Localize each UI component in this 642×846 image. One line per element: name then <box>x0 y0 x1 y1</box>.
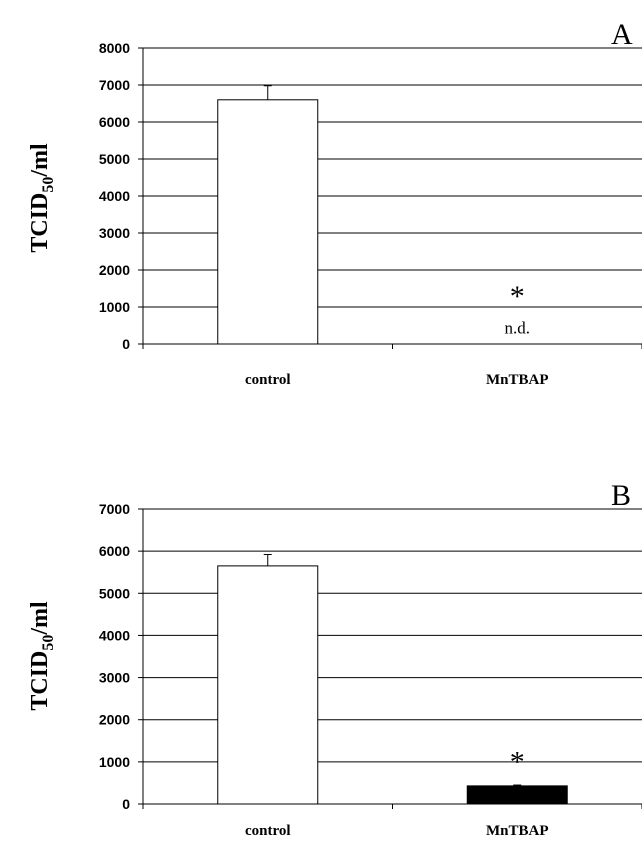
panel-b-x-tick-label: MnTBAP <box>486 823 549 839</box>
panel-a-y-tick-label: 0 <box>122 336 130 352</box>
panel-a-y-tick-label: 2000 <box>99 262 130 278</box>
panel-a-y-tick-label: 4000 <box>99 188 130 204</box>
panel-b-bar-control <box>217 565 319 805</box>
panel-b-y-tick-label: 4000 <box>99 627 130 643</box>
panel-a-y-tick-label: 7000 <box>99 77 130 93</box>
panel-a-y-tick-label: 6000 <box>99 114 130 130</box>
panel-b-significance-star: * <box>510 746 525 779</box>
panel-b-y-tick-label: 3000 <box>99 670 130 686</box>
panel-a-significance-star: * <box>510 280 525 313</box>
panel-b-label: B <box>611 479 631 512</box>
panel-a-nd-label: n.d. <box>505 318 531 337</box>
panel-b-x-tick-label: control <box>245 823 291 839</box>
panel-a-x-tick-label: control <box>245 372 291 388</box>
panel-a-y-tick-label: 3000 <box>99 225 130 241</box>
panel-b-bar-mntbap <box>466 785 568 805</box>
panel-b-y-tick-label: 7000 <box>99 501 130 517</box>
panel-b-y-tick-label: 1000 <box>99 754 130 770</box>
panel-a-x-tick-label: MnTBAP <box>486 372 549 388</box>
panel-a-y-tick-label: 5000 <box>99 151 130 167</box>
panel-a-y-axis-label: TCID50/ml <box>27 143 57 253</box>
panel-b-y-tick-label: 5000 <box>99 585 130 601</box>
panel-b-y-tick-label: 0 <box>122 796 130 812</box>
panel-b-y-tick-label: 2000 <box>99 712 130 728</box>
panel-b-y-axis-label: TCID50/ml <box>27 601 57 711</box>
panel-a-y-tick-label: 1000 <box>99 299 130 315</box>
panel-b-y-tick-label: 6000 <box>99 543 130 559</box>
panel-a-y-tick-label: 8000 <box>99 40 130 56</box>
panel-a-bar-control <box>217 99 319 345</box>
panel-a-label: A <box>611 18 633 51</box>
